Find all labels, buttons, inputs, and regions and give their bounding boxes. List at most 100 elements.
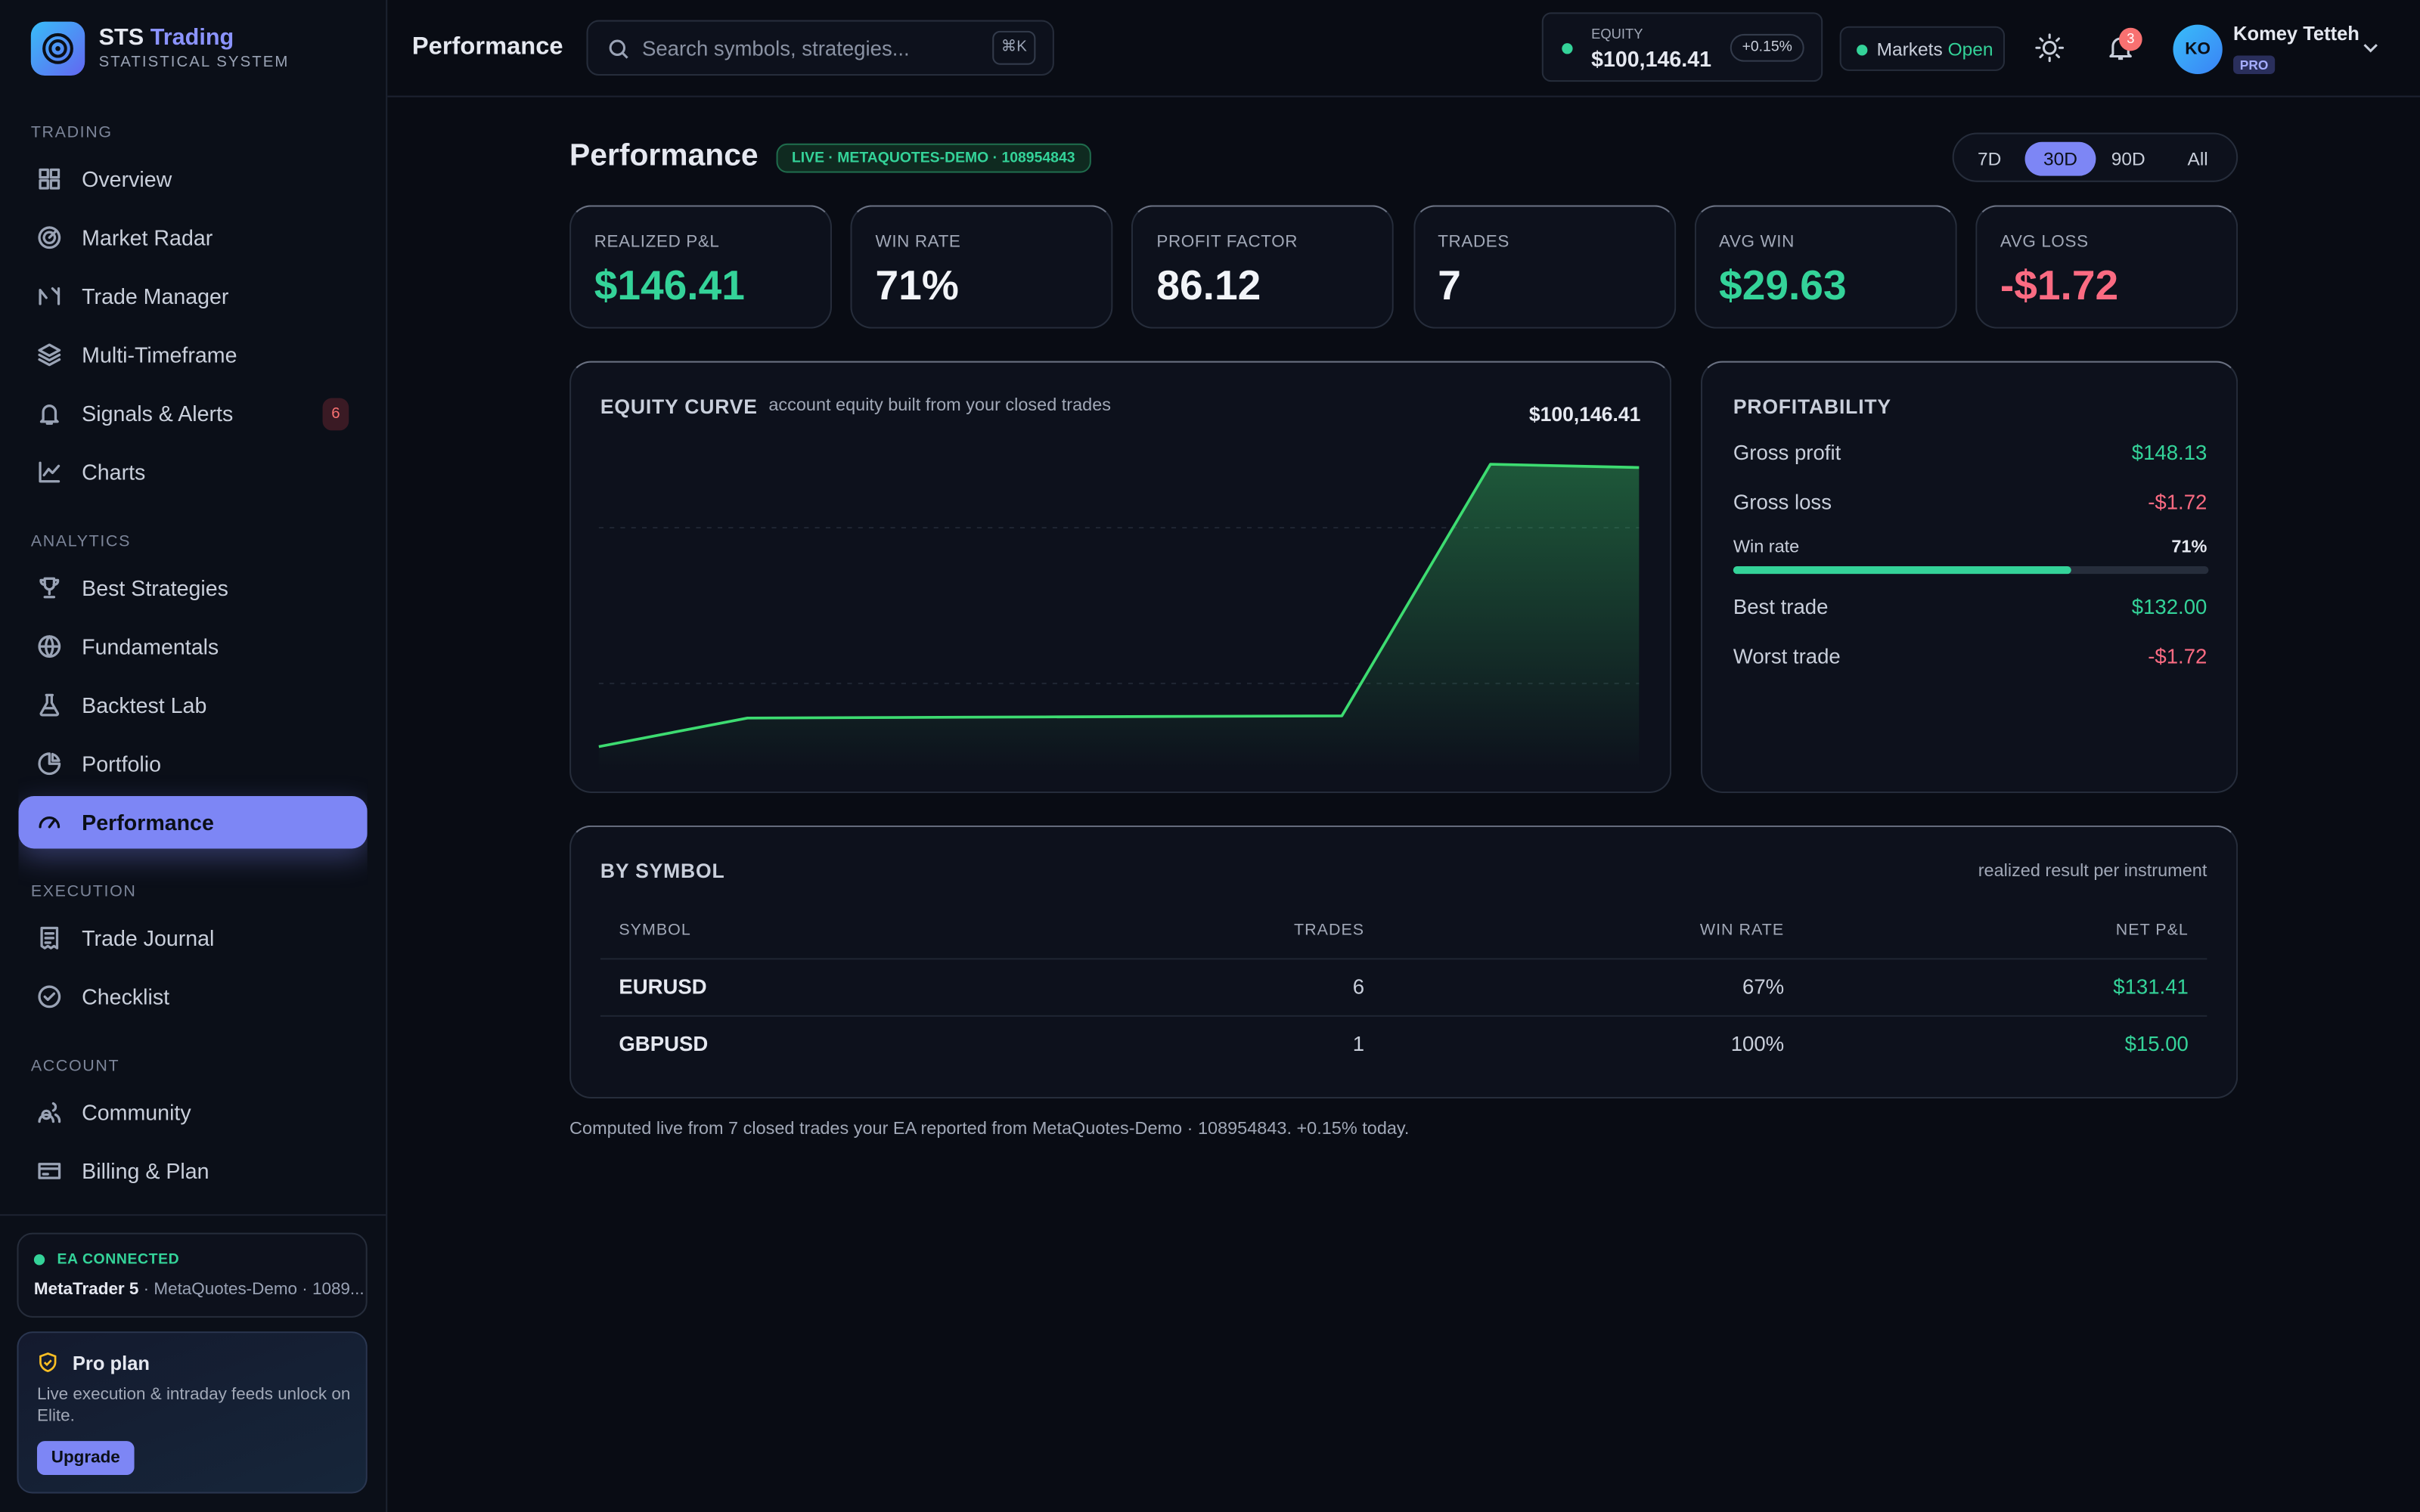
nav-badge: 6 [322, 398, 349, 431]
search-shortcut: ⌘K [992, 30, 1036, 65]
nav-item[interactable]: Portfolio [18, 738, 367, 790]
table-cell: 1 [1352, 1031, 1365, 1055]
plan-card: Pro plan Live execution & intraday feeds… [17, 1331, 368, 1494]
avatar[interactable]: KO [2173, 24, 2223, 74]
nav-item[interactable]: Best Strategies [18, 562, 367, 614]
stat-value: $146.41 [594, 262, 745, 309]
row-divider [600, 1014, 2207, 1016]
nav-item[interactable]: Charts [18, 446, 367, 498]
nav-item[interactable]: Checklist [18, 971, 367, 1023]
nav-icon [39, 693, 60, 717]
equity-value: $100,146.41 [1591, 46, 1711, 71]
stat-label: REALIZED P&L [594, 233, 720, 252]
table-cell: $15.00 [2124, 1031, 2189, 1055]
brand-accent: Trading [150, 24, 234, 51]
upgrade-button[interactable]: Upgrade [36, 1441, 135, 1476]
nav-icon [38, 985, 61, 1009]
nav-icon-shape [38, 985, 61, 1009]
profit-value: -$1.72 [2148, 644, 2207, 668]
row-divider [600, 958, 2207, 960]
topbar-border [387, 95, 2420, 98]
stat-card: AVG WIN $29.63 [1694, 205, 1957, 329]
nav-icon-shape [39, 816, 60, 829]
table-cell: 6 [1352, 974, 1365, 999]
status-dot [33, 1254, 45, 1266]
stat-value: 86.12 [1156, 262, 1261, 309]
nav-item[interactable]: Trade Manager [18, 270, 367, 322]
divider [0, 1214, 386, 1216]
nav-label: Signals & Alerts [82, 401, 234, 426]
nav-item[interactable]: Trade Journal [18, 912, 367, 964]
nav-label: Billing & Plan [82, 1158, 209, 1184]
stat-value: $29.63 [1719, 262, 1847, 309]
ea-account-id: · MetaQuotes-Demo · 1089... [143, 1280, 365, 1300]
range-option[interactable]: 7D [1977, 147, 2002, 170]
nav-label: Fundamentals [82, 634, 219, 659]
nav-item[interactable]: Performance [18, 796, 368, 849]
topbar-title: Performance [411, 33, 563, 60]
nav-item[interactable]: Market Radar [18, 212, 367, 264]
nav-icon [38, 752, 61, 776]
win-rate-value: 71% [2171, 538, 2207, 557]
table-header: TRADES [1294, 921, 1365, 940]
stat-card: AVG LOSS -$1.72 [1975, 205, 2238, 329]
search-box[interactable]: Search symbols, strategies... ⌘K [586, 20, 1054, 76]
nav-icon [38, 635, 61, 658]
range-option[interactable]: 30D [2024, 141, 2096, 176]
range-option[interactable]: All [2187, 147, 2208, 170]
stat-value: 71% [875, 262, 959, 309]
ea-status-text: EA CONNECTED [57, 1251, 180, 1269]
nav-icon-shape [38, 1163, 61, 1179]
table-cell: 67% [1742, 974, 1785, 999]
markets-label: Markets [1876, 39, 1943, 60]
range-option[interactable]: 90D [2111, 147, 2145, 170]
profit-label: Gross profit [1733, 441, 1841, 465]
markets-dot [1857, 45, 1868, 56]
stat-card: WIN RATE 71% [850, 205, 1113, 329]
profit-label: Best trade [1733, 595, 1829, 619]
equity-change: +0.15% [1730, 33, 1804, 62]
nav-icon-shape [39, 461, 60, 483]
brand: STS Trading [99, 25, 234, 51]
table-header: NET P&L [2115, 921, 2189, 940]
ea-account: MetaTrader 5 · MetaQuotes-Demo · 1089... [34, 1281, 365, 1299]
footer-note: Computed live from 7 closed trades your … [569, 1120, 1410, 1139]
stat-card: PROFIT FACTOR 86.12 [1131, 205, 1395, 329]
by-symbol-note: realized result per instrument [1978, 862, 2207, 881]
nav-item[interactable]: Billing & Plan [18, 1145, 367, 1197]
table-cell: EURUSD [619, 974, 707, 999]
plan-title: Pro plan [72, 1352, 150, 1375]
user-tier: PRO [2233, 55, 2276, 74]
nav-icon [38, 343, 61, 367]
nav-item[interactable]: Multi-Timeframe [18, 329, 367, 381]
stat-label: WIN RATE [875, 233, 961, 252]
table-cell: 100% [1730, 1031, 1785, 1055]
nav-label: Multi-Timeframe [82, 342, 237, 367]
plan-icon [39, 1352, 57, 1373]
range-selector: 7D 30D 90D All [1952, 132, 2238, 182]
nav-item[interactable]: Backtest Lab [18, 679, 367, 731]
nav-icon [38, 1163, 61, 1179]
nav-icon-shape [38, 226, 61, 249]
user-menu-chevron[interactable] [2361, 40, 2379, 55]
nav-label: Backtest Lab [82, 692, 207, 717]
live-badge: LIVE · METAQUOTES-DEMO · 108954843 [776, 143, 1091, 173]
nav-label: Trade Journal [82, 925, 215, 951]
nav-icon [40, 926, 59, 950]
theme-toggle[interactable] [2034, 33, 2065, 64]
nav-label: Performance [82, 810, 214, 835]
by-symbol-title: BY SYMBOL [600, 859, 725, 883]
logo[interactable] [30, 21, 85, 76]
profit-label: Worst trade [1733, 644, 1841, 668]
markets-state: Open [1947, 39, 1993, 60]
markets-status: Markets Open [1839, 26, 2006, 71]
notification-badge: 3 [2119, 27, 2142, 51]
nav-icon [39, 461, 60, 483]
nav-item[interactable]: Community [18, 1086, 367, 1139]
nav-icon-shape [39, 404, 59, 425]
nav-item[interactable]: Overview [18, 153, 367, 205]
nav-item[interactable]: Fundamentals [18, 620, 367, 672]
table-header: SYMBOL [619, 921, 691, 940]
nav-item[interactable]: Signals & Alerts 6 [18, 387, 367, 439]
table-cell: $131.41 [2113, 974, 2189, 999]
